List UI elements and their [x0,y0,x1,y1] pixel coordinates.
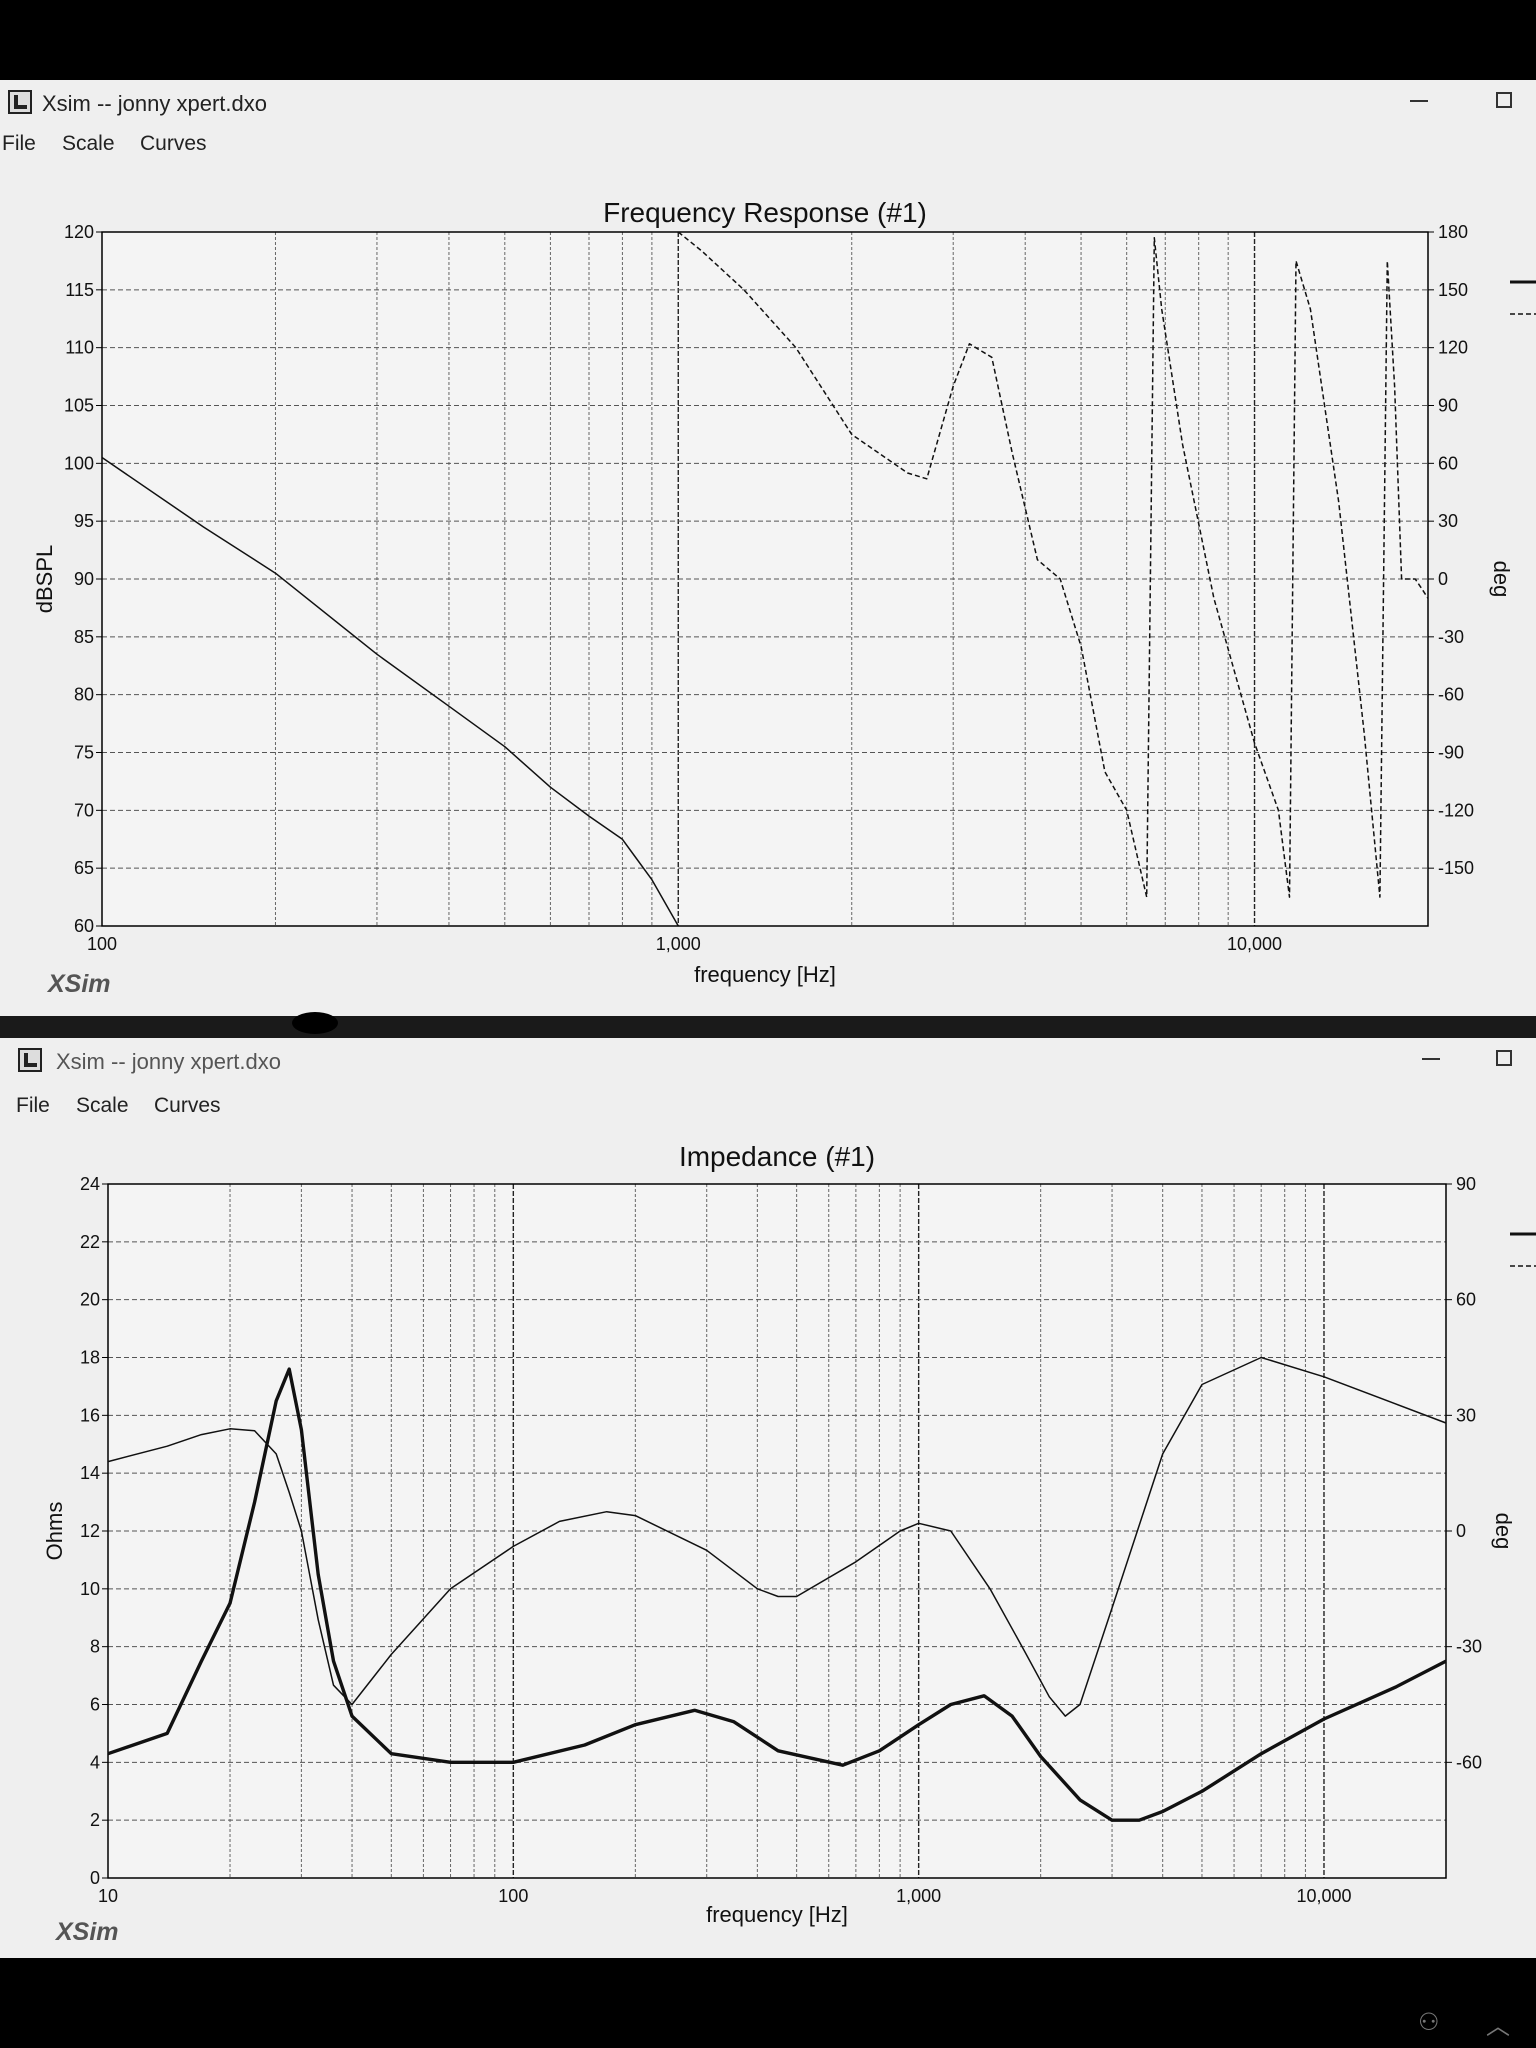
y-tick-label: 18 [80,1348,100,1368]
y-axis-label: Ohms [42,1502,67,1561]
y-tick-label: 105 [64,396,94,416]
x-tick-label: 100 [498,1886,528,1906]
y-tick-label: 120 [64,222,94,242]
y-tick-label: 4 [90,1752,100,1772]
window-title: Xsim -- jonny xpert.dxo [56,1049,281,1074]
y2-axis-label: deg [1491,1513,1516,1550]
app-icon [18,1048,42,1072]
y2-tick-label: 0 [1438,569,1448,589]
maximize-button[interactable] [1496,92,1512,108]
y-tick-label: 12 [80,1521,100,1541]
y-axis-label: dBSPL [32,545,57,614]
people-icon[interactable]: ⚇ [1418,2009,1440,2036]
y-tick-label: 90 [74,569,94,589]
x-axis-label: frequency [Hz] [694,962,836,987]
y2-tick-label: 90 [1456,1174,1476,1194]
menu-curves[interactable]: Curves [140,132,207,155]
series-line-2 [107,1356,1447,1717]
y-tick-label: 2 [90,1810,100,1830]
menu-bar: File Scale Curves [0,1094,1536,1126]
chevron-up-icon[interactable]: ︿ [1486,2013,1510,2040]
y2-tick-label: 60 [1456,1290,1476,1310]
y2-tick-label: -120 [1438,800,1474,820]
y-tick-label: 100 [64,453,94,473]
y-tick-label: 8 [90,1637,100,1657]
y-tick-label: 6 [90,1695,100,1715]
y-tick-label: 70 [74,800,94,820]
y2-tick-label: 90 [1438,396,1458,416]
x-tick-label: 1,000 [896,1886,941,1906]
y2-tick-label: 30 [1456,1405,1476,1425]
y-tick-label: 85 [74,627,94,647]
maximize-button[interactable] [1496,1050,1512,1066]
window-title: Xsim -- jonny xpert.dxo [42,91,267,116]
y-tick-label: 20 [80,1290,100,1310]
y2-tick-label: 120 [1438,338,1468,358]
y2-tick-label: -60 [1456,1752,1482,1772]
app-icon [8,90,32,114]
y-tick-label: 65 [74,858,94,878]
menu-scale[interactable]: Scale [76,1094,129,1117]
y2-tick-label: -60 [1438,685,1464,705]
y-tick-label: 80 [74,685,94,705]
y-tick-label: 95 [74,511,94,531]
y-tick-label: 24 [80,1174,100,1194]
y-tick-label: 110 [65,338,94,358]
y-tick-label: 14 [80,1463,100,1483]
y2-tick-label: 30 [1438,511,1458,531]
series-line-1 [101,456,679,927]
y2-tick-label: -30 [1438,627,1464,647]
y-tick-label: 10 [80,1579,100,1599]
y2-tick-label: -150 [1438,858,1474,878]
y2-tick-label: -30 [1456,1637,1482,1657]
window-separator [0,1012,1536,1038]
y2-axis-label: deg [1489,561,1514,598]
minimize-button[interactable] [1410,100,1428,102]
y2-tick-label: 150 [1438,280,1468,300]
menu-file[interactable]: File [16,1094,50,1117]
x-tick-label: 10,000 [1296,1886,1351,1906]
title-bar: Xsim -- jonny xpert.dxo [0,1038,1536,1084]
y-tick-label: 60 [74,916,94,936]
x-tick-label: 1,000 [656,934,701,954]
xsim-brand: XSim [56,1918,119,1946]
menu-curves[interactable]: Curves [154,1094,221,1117]
series-line-2 [677,231,1429,898]
y2-tick-label: 0 [1456,1521,1466,1541]
x-axis-label: frequency [Hz] [706,1902,848,1927]
xsim-brand: XSim [48,970,111,998]
y2-tick-label: -90 [1438,743,1464,763]
menu-scale[interactable]: Scale [62,132,115,155]
menu-bar: File Scale Curves [0,132,1536,164]
plot-area [102,232,1428,926]
minimize-button[interactable] [1422,1058,1440,1060]
y-tick-label: 115 [65,280,94,300]
title-bar: Xsim -- jonny xpert.dxo [0,80,1536,126]
chart-title: Frequency Response (#1) [603,197,927,228]
y2-tick-label: 60 [1438,453,1458,473]
x-tick-label: 10,000 [1227,934,1282,954]
y2-tick-label: 180 [1438,222,1468,242]
chart-title: Impedance (#1) [679,1141,875,1172]
series-line-1 [107,1367,1447,1822]
y-tick-label: 0 [90,1868,100,1888]
y-tick-label: 16 [80,1405,100,1425]
y-tick-label: 22 [80,1232,100,1252]
x-tick-label: 100 [87,934,117,954]
y-tick-label: 75 [74,743,94,763]
menu-file[interactable]: File [2,132,36,155]
x-tick-label: 10 [98,1886,118,1906]
